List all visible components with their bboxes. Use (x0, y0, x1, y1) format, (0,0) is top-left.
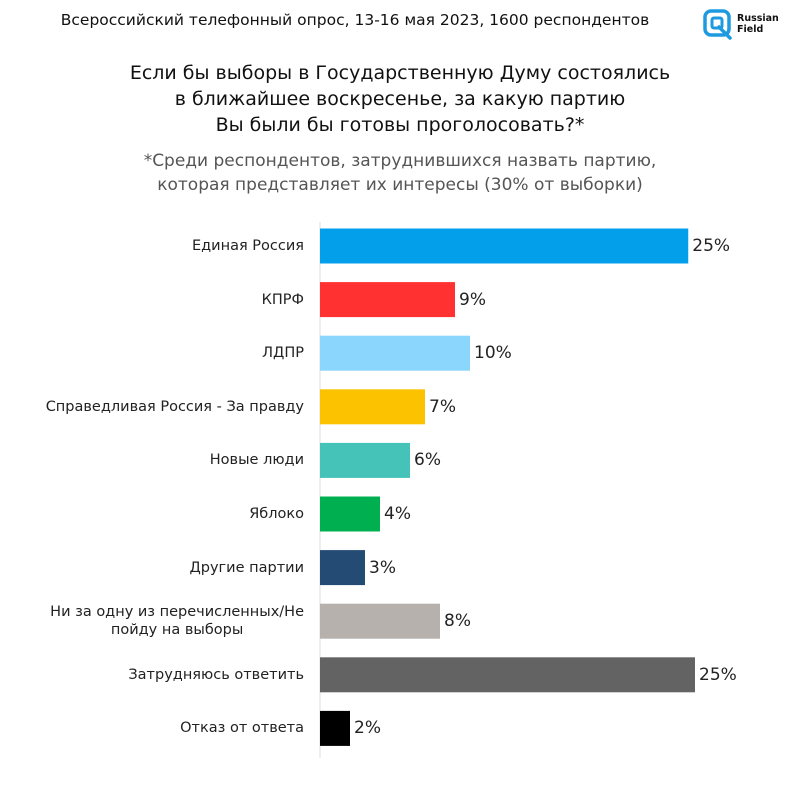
category-label-line: пойду на выборы (110, 622, 244, 639)
category-label-text: Единая Россия (192, 237, 304, 255)
survey-info: Всероссийский телефонный опрос, 13-16 ма… (60, 11, 650, 29)
bar-value-label: 8% (444, 611, 471, 632)
category-label: Отказ от ответа (0, 719, 304, 737)
bar (320, 496, 380, 532)
bar-value-label: 9% (459, 289, 486, 310)
category-label-text: Затрудняюсь ответить (128, 666, 304, 684)
category-label-line: Яблоко (249, 506, 304, 522)
category-label-line: КПРФ (261, 291, 304, 308)
category-label-text: КПРФ (262, 291, 304, 309)
bar (320, 657, 695, 693)
category-label-line: Новые люди (209, 452, 304, 469)
category-label-text: Отказ от ответа (180, 719, 304, 737)
category-label: Новые люди (0, 451, 304, 469)
logo-text-line1: Russian (737, 13, 779, 24)
category-label-text: Яблоко (249, 505, 304, 523)
category-label: Другие партии (0, 559, 304, 577)
bar-value-label: 3% (369, 557, 396, 578)
bar (320, 442, 410, 478)
category-label-line: Единая Россия (191, 238, 304, 254)
bar (320, 335, 470, 371)
category-label-line: Справедливая Россия - За правду (45, 398, 304, 415)
title-line: в ближайшее воскресенье, за какую партию (174, 88, 626, 110)
bar (320, 228, 689, 264)
title-line: Вы были бы готовы проголосовать?* (215, 114, 585, 136)
category-label: Единая Россия (0, 237, 304, 255)
category-label-line: Другие партии (189, 559, 304, 576)
category-label-line: ЛДПР (262, 345, 304, 362)
chart-subtitle: *Среди респондентов, затруднившихся назв… (0, 149, 800, 197)
logo-text-line2: Field (737, 24, 764, 35)
category-label-text: Другие партии (189, 559, 304, 577)
subtitle-line: которая представляет их интересы (30% от… (157, 175, 643, 195)
category-label: Затрудняюсь ответить (0, 666, 304, 684)
bar (320, 710, 350, 746)
category-label: Яблоко (0, 505, 304, 523)
category-label: КПРФ (0, 291, 304, 309)
bar-value-label: 6% (414, 450, 441, 471)
category-label: ЛДПР (0, 344, 304, 362)
category-label-text: ЛДПР (262, 344, 304, 362)
category-label: Ни за одну из перечисленных/Не пойду на в… (0, 603, 304, 639)
category-label: Справедливая Россия - За правду (0, 398, 304, 416)
title-line: Если бы выборы в Государственную Думу со… (129, 62, 671, 84)
logo-text: Russian Field (737, 13, 779, 35)
bar (320, 550, 365, 586)
category-label-text: Новые люди (210, 451, 304, 469)
bar-value-label: 25% (692, 236, 731, 256)
bar-value-label: 4% (384, 504, 411, 524)
bar-value-label: 10% (474, 343, 512, 364)
category-label-line: Ни за одну из перечисленных/Не (50, 604, 304, 621)
bar (320, 603, 440, 639)
subtitle-line: *Среди респондентов, затруднившихся назв… (143, 151, 657, 171)
bar (320, 282, 455, 318)
bar-value-label: 25% (699, 664, 737, 685)
russian-field-logo: Russian Field (703, 9, 795, 41)
logo-icon (703, 9, 732, 40)
category-label-line: Затрудняюсь ответить (128, 666, 304, 683)
category-label-line: Отказ от ответа (180, 720, 304, 737)
bar (320, 389, 425, 425)
chart-title: Если бы выборы в Государственную Думу со… (0, 60, 800, 138)
category-label-text: Справедливая Россия - За правду (46, 398, 304, 416)
category-label-text: Ни за одну из перечисленных/Не пойду на в… (50, 603, 304, 639)
bar-value-label: 2% (354, 718, 381, 739)
bar-value-label: 7% (429, 396, 456, 417)
